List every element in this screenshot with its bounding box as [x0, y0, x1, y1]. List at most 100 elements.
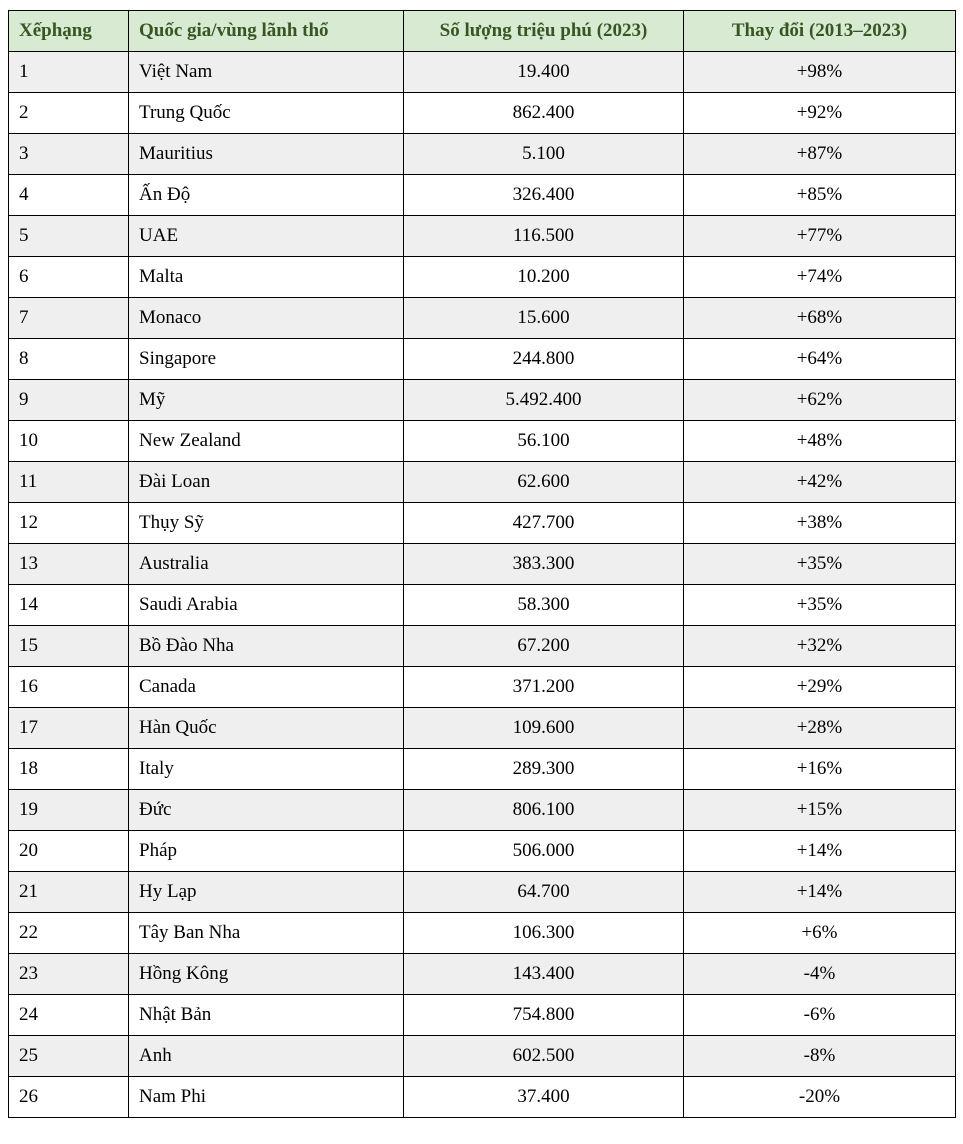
- rank-cell: 25: [8, 1035, 129, 1077]
- rank-cell: 9: [8, 379, 129, 421]
- change-cell: +15%: [683, 789, 956, 831]
- table-row: 9 Mỹ 5.492.400 +62%: [8, 379, 956, 421]
- table-row: 7 Monaco 15.600 +68%: [8, 297, 956, 339]
- table-body: 1 Việt Nam 19.400 +98% 2 Trung Quốc 862.400 +92…: [8, 51, 956, 1118]
- rank-cell: 19: [8, 789, 129, 831]
- country-cell: Nhật Bản: [128, 994, 404, 1036]
- change-cell: +62%: [683, 379, 956, 421]
- count-cell: 56.100: [403, 420, 684, 462]
- table-row: 10 New Zealand 56.100 +48%: [8, 420, 956, 462]
- country-cell: Nam Phi: [128, 1076, 404, 1118]
- change-cell: -20%: [683, 1076, 956, 1118]
- change-cell: +77%: [683, 215, 956, 257]
- country-cell: Malta: [128, 256, 404, 298]
- change-cell: +6%: [683, 912, 956, 954]
- country-cell: Ấn Độ: [128, 174, 404, 216]
- country-cell: Tây Ban Nha: [128, 912, 404, 954]
- rank-cell: 8: [8, 338, 129, 380]
- country-cell: Mỹ: [128, 379, 404, 421]
- rank-cell: 5: [8, 215, 129, 257]
- rank-cell: 14: [8, 584, 129, 626]
- rank-cell: 13: [8, 543, 129, 585]
- count-cell: 289.300: [403, 748, 684, 790]
- change-cell: +32%: [683, 625, 956, 667]
- country-cell: Mauritius: [128, 133, 404, 175]
- change-cell: +29%: [683, 666, 956, 708]
- count-cell: 10.200: [403, 256, 684, 298]
- country-cell: Pháp: [128, 830, 404, 872]
- rank-cell: 18: [8, 748, 129, 790]
- count-cell: 5.100: [403, 133, 684, 175]
- table-row: 25 Anh 602.500 -8%: [8, 1035, 956, 1077]
- count-cell: 427.700: [403, 502, 684, 544]
- table-row: 24 Nhật Bản 754.800 -6%: [8, 994, 956, 1036]
- country-cell: Anh: [128, 1035, 404, 1077]
- country-cell: Thụy Sỹ: [128, 502, 404, 544]
- rank-cell: 3: [8, 133, 129, 175]
- table-row: 5 UAE 116.500 +77%: [8, 215, 956, 257]
- rank-cell: 6: [8, 256, 129, 298]
- table-row: 20 Pháp 506.000 +14%: [8, 830, 956, 872]
- rank-cell: 1: [8, 51, 129, 93]
- country-cell: Singapore: [128, 338, 404, 380]
- table-row: 3 Mauritius 5.100 +87%: [8, 133, 956, 175]
- rank-cell: 22: [8, 912, 129, 954]
- table-row: 1 Việt Nam 19.400 +98%: [8, 51, 956, 93]
- rank-cell: 10: [8, 420, 129, 462]
- change-cell: +38%: [683, 502, 956, 544]
- country-cell: Hy Lạp: [128, 871, 404, 913]
- change-cell: +74%: [683, 256, 956, 298]
- count-cell: 5.492.400: [403, 379, 684, 421]
- rank-cell: 2: [8, 92, 129, 134]
- count-cell: 106.300: [403, 912, 684, 954]
- country-cell: Việt Nam: [128, 51, 404, 93]
- change-cell: -6%: [683, 994, 956, 1036]
- rank-cell: 16: [8, 666, 129, 708]
- table-row: 18 Italy 289.300 +16%: [8, 748, 956, 790]
- change-cell: +14%: [683, 871, 956, 913]
- country-cell: Đài Loan: [128, 461, 404, 503]
- country-cell: UAE: [128, 215, 404, 257]
- rank-cell: 21: [8, 871, 129, 913]
- table-row: 22 Tây Ban Nha 106.300 +6%: [8, 912, 956, 954]
- count-cell: 754.800: [403, 994, 684, 1036]
- table-row: 13 Australia 383.300 +35%: [8, 543, 956, 585]
- country-cell: Đức: [128, 789, 404, 831]
- table-row: 6 Malta 10.200 +74%: [8, 256, 956, 298]
- header-count: Số lượng triệu phú (2023): [403, 10, 684, 52]
- header-row: Xếphạng Quốc gia/vùng lãnh thổ Số lượng …: [8, 10, 956, 52]
- country-cell: Australia: [128, 543, 404, 585]
- change-cell: +64%: [683, 338, 956, 380]
- count-cell: 244.800: [403, 338, 684, 380]
- country-cell: Italy: [128, 748, 404, 790]
- change-cell: +16%: [683, 748, 956, 790]
- count-cell: 109.600: [403, 707, 684, 749]
- change-cell: +35%: [683, 584, 956, 626]
- count-cell: 383.300: [403, 543, 684, 585]
- change-cell: +87%: [683, 133, 956, 175]
- count-cell: 143.400: [403, 953, 684, 995]
- count-cell: 326.400: [403, 174, 684, 216]
- table-row: 21 Hy Lạp 64.700 +14%: [8, 871, 956, 913]
- country-cell: Hồng Kông: [128, 953, 404, 995]
- rank-cell: 11: [8, 461, 129, 503]
- table-row: 14 Saudi Arabia 58.300 +35%: [8, 584, 956, 626]
- header-rank: Xếphạng: [8, 10, 129, 52]
- country-cell: New Zealand: [128, 420, 404, 462]
- table-row: 26 Nam Phi 37.400 -20%: [8, 1076, 956, 1118]
- rank-cell: 24: [8, 994, 129, 1036]
- change-cell: +14%: [683, 830, 956, 872]
- change-cell: -4%: [683, 953, 956, 995]
- count-cell: 602.500: [403, 1035, 684, 1077]
- millionaires-ranking-table: Xếphạng Quốc gia/vùng lãnh thổ Số lượng …: [8, 10, 956, 1118]
- rank-cell: 4: [8, 174, 129, 216]
- count-cell: 64.700: [403, 871, 684, 913]
- table-row: 8 Singapore 244.800 +64%: [8, 338, 956, 380]
- rank-cell: 20: [8, 830, 129, 872]
- change-cell: +48%: [683, 420, 956, 462]
- count-cell: 806.100: [403, 789, 684, 831]
- table-row: 11 Đài Loan 62.600 +42%: [8, 461, 956, 503]
- count-cell: 62.600: [403, 461, 684, 503]
- country-cell: Monaco: [128, 297, 404, 339]
- count-cell: 116.500: [403, 215, 684, 257]
